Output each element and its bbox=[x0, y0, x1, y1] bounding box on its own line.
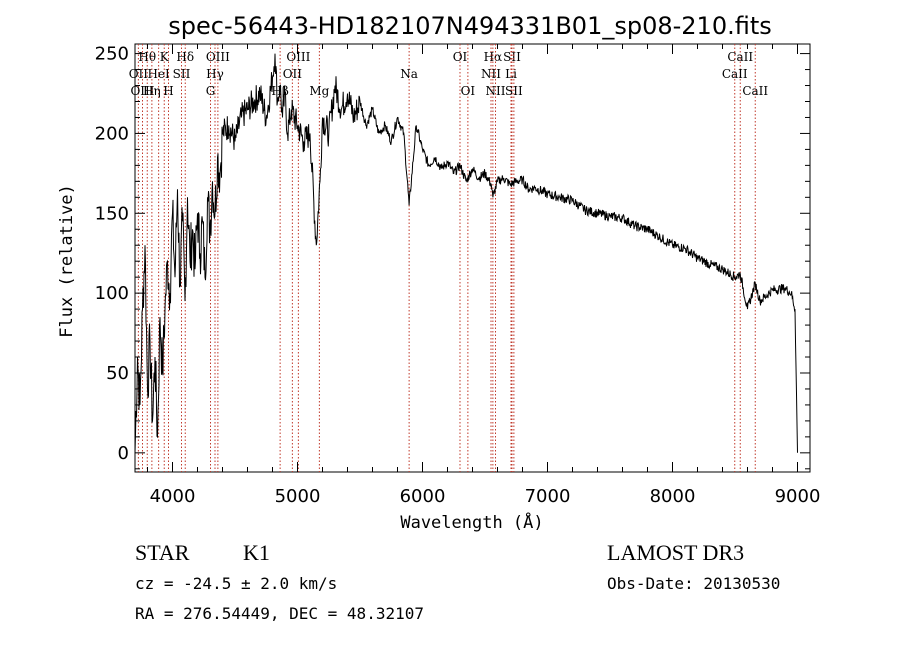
y-axis-label: Flux (relative) bbox=[57, 184, 77, 338]
spectral-line-label: CaII bbox=[727, 50, 753, 64]
spectral-line-label: NII bbox=[486, 84, 506, 98]
spectral-line-label: K bbox=[160, 50, 170, 64]
spectral-line-label: Li bbox=[505, 67, 517, 81]
y-tick-label: 250 bbox=[95, 44, 129, 65]
spectral-line-label: OI bbox=[453, 50, 468, 64]
x-axis-label: Wavelength (Å) bbox=[400, 511, 543, 533]
spectral-line-label: Hθ bbox=[138, 50, 156, 64]
spectral-line-label: CaII bbox=[742, 84, 768, 98]
spectral-line-label: SII bbox=[505, 84, 523, 98]
spectral-line-label: OI bbox=[461, 84, 476, 98]
spectral-class: K1 bbox=[243, 540, 270, 565]
x-tick-label: 5000 bbox=[275, 486, 321, 507]
spectral-line-label: G bbox=[206, 84, 216, 98]
spectral-line-label: CaII bbox=[722, 67, 748, 81]
chart-title: spec-56443-HD182107N494331B01_sp08-210.f… bbox=[168, 12, 772, 40]
object-type: STAR bbox=[135, 540, 190, 565]
spectral-line-label: Hα bbox=[484, 50, 503, 64]
spectral-line-label: Hη bbox=[143, 84, 161, 98]
spectral-line-label: Mg bbox=[309, 84, 329, 98]
y-tick-label: 150 bbox=[95, 203, 129, 224]
redshift-text: cz = -24.5 ± 2.0 km/s bbox=[135, 574, 337, 593]
spectral-line-label: H bbox=[163, 84, 173, 98]
y-tick-label: 200 bbox=[95, 123, 129, 144]
obs-date: Obs-Date: 20130530 bbox=[607, 574, 780, 593]
plot-frame bbox=[134, 43, 811, 473]
series-line-flux bbox=[134, 53, 798, 453]
coordinates-text: RA = 276.54449, DEC = 48.32107 bbox=[135, 604, 424, 623]
x-tick-label: 4000 bbox=[150, 486, 196, 507]
x-tick-label: 8000 bbox=[650, 486, 696, 507]
y-ticks-layer: 0 50 100 150 200 250 bbox=[95, 44, 810, 470]
y-tick-label: 100 bbox=[95, 283, 129, 304]
spectral-line-label: Hγ bbox=[206, 67, 224, 81]
spectral-line-label: OIII bbox=[130, 84, 154, 98]
y-tick-label: 50 bbox=[106, 363, 129, 384]
x-tick-label: 6000 bbox=[400, 486, 446, 507]
spectral-line-label: Hδ bbox=[176, 50, 194, 64]
spectral-line-label: OII bbox=[283, 67, 303, 81]
x-ticks-layer: 4000 5000 6000 7000 8000 9000 bbox=[147, 44, 821, 507]
y-tick-label: 0 bbox=[118, 443, 129, 464]
spectral-line-label: OII bbox=[129, 67, 149, 81]
spectral-line-label: NII bbox=[481, 67, 501, 81]
spectral-line-label: SII bbox=[173, 67, 191, 81]
spectral-line-label: Na bbox=[400, 67, 418, 81]
survey-name: LAMOST DR3 bbox=[607, 540, 744, 565]
x-tick-label: 9000 bbox=[775, 486, 821, 507]
spectral-line-label: HeI bbox=[147, 67, 170, 81]
series-layer bbox=[134, 53, 798, 453]
spectral-line-label: SII bbox=[503, 50, 521, 64]
spectral-line-label: OIII bbox=[206, 50, 230, 64]
x-tick-label: 7000 bbox=[525, 486, 571, 507]
spectral-line-label: OIII bbox=[286, 50, 310, 64]
